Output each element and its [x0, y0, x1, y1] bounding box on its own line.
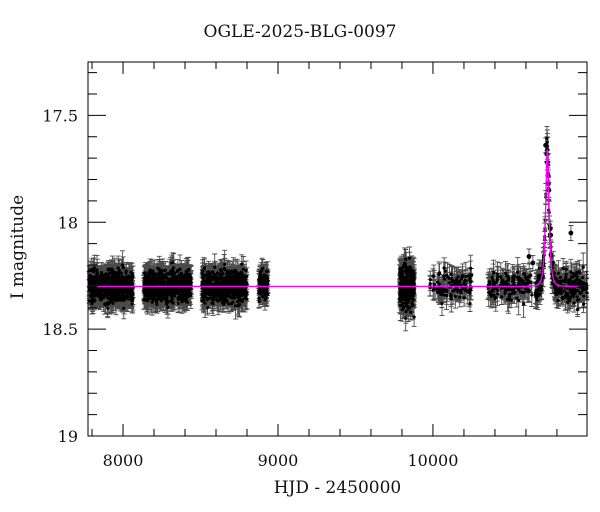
model-curve — [88, 149, 587, 288]
y-tick-label: 18.5 — [42, 320, 78, 339]
y-tick-label: 18 — [58, 213, 78, 232]
x-axis-label: HJD - 2450000 — [273, 478, 402, 498]
axis-frame-and-ticks — [87, 61, 588, 437]
data-points — [87, 136, 589, 320]
y-tick-label: 19 — [58, 427, 78, 446]
x-tick-label: 10000 — [408, 451, 459, 470]
x-tick-label: 8000 — [103, 451, 144, 470]
y-tick-label: 17.5 — [42, 106, 78, 125]
x-tick-label: 9000 — [258, 451, 299, 470]
chart-title: OGLE-2025-BLG-0097 — [203, 22, 397, 42]
tick-labels: 8000 9000 10000 17.5 18 18.5 19 — [42, 106, 458, 470]
plot-frame — [87, 61, 588, 437]
data-point-path — [87, 136, 589, 320]
